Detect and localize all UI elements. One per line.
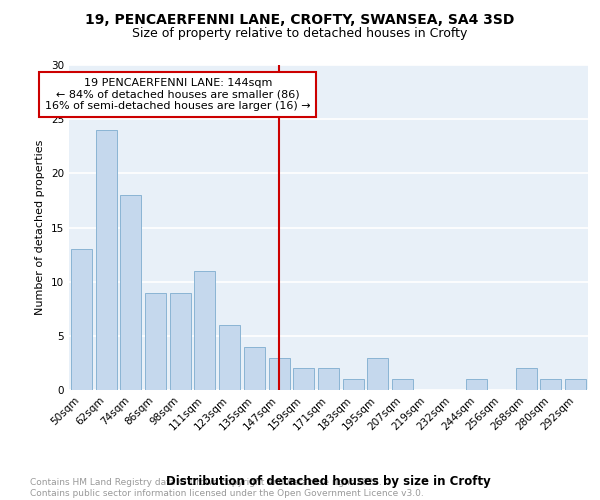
Bar [95, 130, 116, 390]
Y-axis label: Number of detached properties: Number of detached properties [35, 140, 46, 315]
Bar [71, 249, 92, 390]
Bar [145, 292, 166, 390]
Bar [318, 368, 339, 390]
Bar [170, 292, 191, 390]
Bar [269, 358, 290, 390]
Text: Size of property relative to detached houses in Crofty: Size of property relative to detached ho… [133, 28, 467, 40]
Bar [219, 325, 240, 390]
Bar [244, 346, 265, 390]
Text: Contains HM Land Registry data © Crown copyright and database right 2024.
Contai: Contains HM Land Registry data © Crown c… [30, 478, 424, 498]
Bar [120, 195, 141, 390]
Bar [392, 379, 413, 390]
Text: Distribution of detached houses by size in Crofty: Distribution of detached houses by size … [166, 474, 491, 488]
Bar [565, 379, 586, 390]
Bar [541, 379, 562, 390]
Text: 19, PENCAERFENNI LANE, CROFTY, SWANSEA, SA4 3SD: 19, PENCAERFENNI LANE, CROFTY, SWANSEA, … [85, 12, 515, 26]
Bar [466, 379, 487, 390]
Bar [516, 368, 537, 390]
Bar [194, 271, 215, 390]
Text: 19 PENCAERFENNI LANE: 144sqm
← 84% of detached houses are smaller (86)
16% of se: 19 PENCAERFENNI LANE: 144sqm ← 84% of de… [45, 78, 311, 111]
Bar [343, 379, 364, 390]
Bar [367, 358, 388, 390]
Bar [293, 368, 314, 390]
